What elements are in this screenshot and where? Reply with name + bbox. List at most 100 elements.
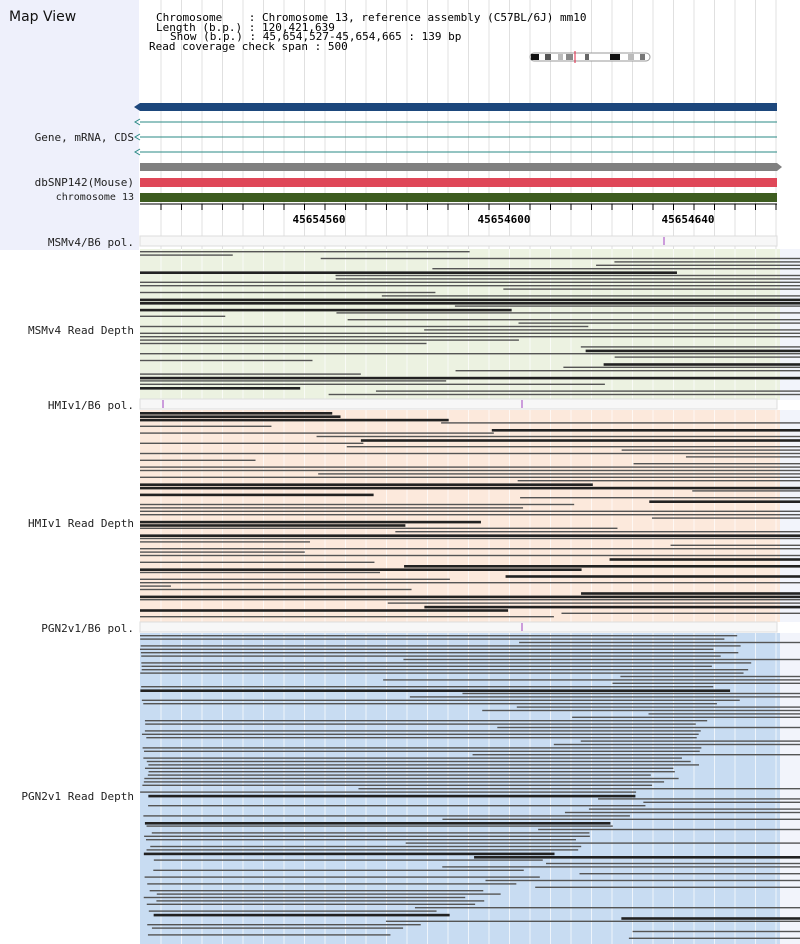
read-alignment	[441, 422, 800, 424]
msmv4-pol-label: MSMv4/B6 pol.	[47, 236, 134, 249]
read-alignment	[140, 537, 800, 540]
read-alignment	[685, 456, 800, 458]
read-alignment	[387, 602, 800, 604]
mrna-arrow	[134, 133, 141, 141]
chromosome-label: Chromosome	[156, 11, 223, 24]
read-alignment	[140, 652, 739, 654]
read-alignment	[383, 679, 800, 681]
read-alignment	[670, 544, 800, 546]
read-alignment	[140, 315, 226, 317]
ideogram-band	[531, 54, 539, 60]
read-alignment	[140, 578, 450, 580]
read-alignment	[455, 370, 800, 372]
read-alignment	[414, 907, 800, 909]
show-label: Show (b.p.)	[170, 30, 243, 43]
read-alignment	[140, 415, 341, 418]
read-alignment	[140, 551, 305, 553]
read-alignment	[140, 325, 589, 328]
read-alignment	[146, 825, 613, 827]
read-alignment	[145, 839, 576, 841]
read-alignment	[424, 329, 800, 331]
read-alignment	[156, 893, 501, 895]
read-alignment	[150, 845, 582, 848]
read-alignment	[140, 635, 738, 637]
read-alignment	[614, 356, 800, 358]
read-alignment	[144, 750, 700, 752]
read-alignment	[546, 862, 800, 865]
read-alignment	[320, 257, 800, 260]
page-title: Map View	[9, 9, 77, 25]
read-alignment	[140, 648, 714, 650]
read-alignment	[491, 429, 800, 432]
read-alignment	[140, 339, 519, 341]
read-alignment	[143, 852, 555, 856]
read-alignment	[692, 490, 800, 492]
read-alignment	[140, 271, 677, 274]
read-alignment	[140, 527, 618, 529]
read-alignment	[432, 268, 800, 270]
read-alignment	[140, 571, 381, 574]
read-alignment	[140, 308, 512, 312]
polymorphism-strip	[139, 398, 778, 410]
read-alignment	[585, 349, 800, 353]
read-alignment	[143, 757, 682, 759]
read-alignment	[156, 900, 485, 902]
ideogram-band	[610, 54, 620, 60]
read-alignment	[497, 726, 800, 729]
read-alignment	[580, 740, 800, 742]
ideogram-band	[558, 54, 563, 60]
read-alignment	[614, 261, 800, 263]
read-alignment	[598, 798, 800, 800]
read-alignment	[144, 730, 701, 732]
mrna-arrow	[134, 148, 141, 156]
read-alignment	[518, 322, 800, 324]
span-value: 500	[327, 40, 348, 53]
ruler-tick-label: 45654560	[292, 213, 346, 226]
read-alignment	[140, 520, 481, 524]
read-alignment	[146, 849, 579, 851]
hmiv1-pol-label: HMIv1/B6 pol.	[47, 399, 134, 412]
read-alignment	[140, 373, 361, 375]
read-alignment	[572, 716, 800, 718]
length-info: Length (b.p.) : 120,421,639	[156, 21, 335, 34]
read-alignment	[140, 281, 800, 283]
read-alignment	[140, 486, 800, 490]
show-value: 45,654,527-45,654,665 : 139 bp	[262, 30, 462, 43]
read-alignment	[148, 910, 437, 912]
read-alignment	[140, 376, 800, 380]
read-alignment	[143, 896, 466, 899]
read-alignment	[148, 805, 646, 807]
read-alignment	[140, 469, 800, 472]
read-alignment	[140, 534, 800, 537]
read-alignment	[140, 383, 605, 385]
read-alignment	[346, 446, 800, 448]
read-alignment	[403, 658, 800, 661]
read-alignment	[442, 866, 800, 868]
show-info: Show (b.p.) : 45,654,527-45,654,665 : 13…	[170, 30, 462, 43]
read-alignment	[561, 612, 800, 614]
read-alignment	[519, 641, 800, 644]
read-alignment	[580, 346, 800, 348]
read-alignment	[151, 927, 404, 929]
span-info: Read coverage check span : 500	[149, 40, 348, 53]
ruler-tick-label: 45654640	[661, 213, 715, 226]
span-label: Read coverage check span	[149, 40, 308, 53]
read-alignment	[148, 794, 636, 798]
read-alignment	[140, 425, 272, 427]
read-alignment	[381, 295, 800, 297]
read-alignment	[144, 767, 674, 769]
read-alignment	[140, 582, 800, 584]
read-alignment	[405, 842, 800, 844]
read-alignment	[146, 737, 697, 739]
read-alignment	[503, 288, 800, 290]
read-alignment	[147, 924, 421, 926]
read-alignment	[140, 599, 800, 601]
gene-bar	[140, 103, 777, 111]
read-alignment	[579, 873, 800, 875]
read-alignment	[144, 876, 540, 878]
read-alignment	[140, 359, 313, 362]
read-alignment	[140, 672, 744, 674]
read-alignment	[603, 363, 800, 366]
read-alignment	[153, 869, 524, 871]
